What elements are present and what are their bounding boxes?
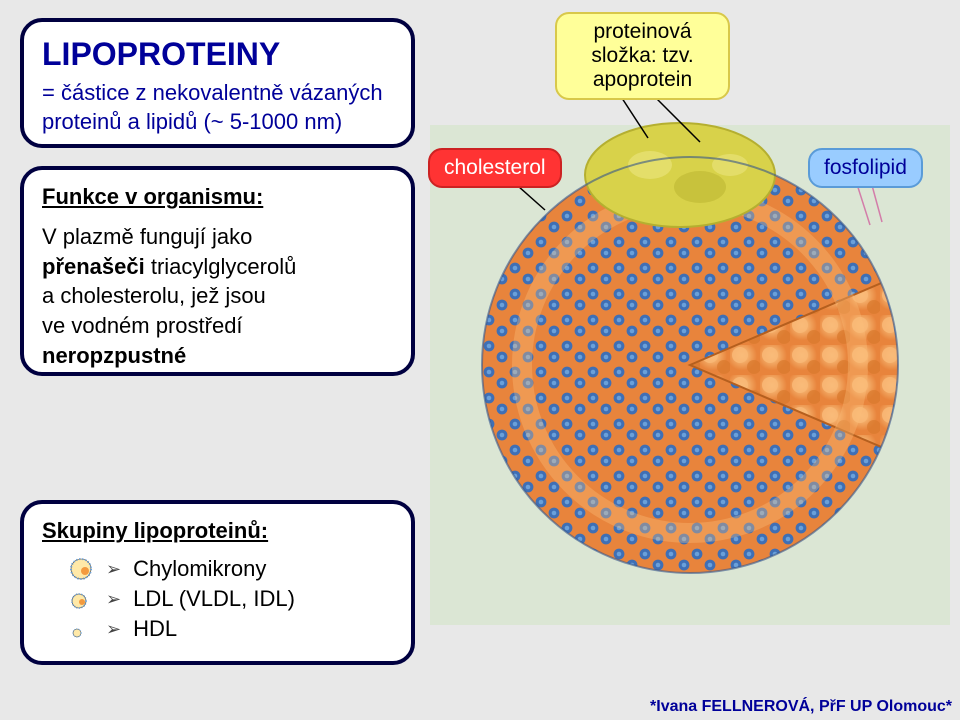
arrow-icon: ➢ (106, 619, 121, 640)
page-title: LIPOPROTEINY (42, 36, 393, 73)
apoprotein-line3: apoprotein (593, 68, 692, 91)
title-box: LIPOPROTEINY = částice z nekovalentně vá… (20, 18, 415, 148)
function-heading: Funkce v organismu: (42, 184, 393, 210)
function-bold1: přenašeči (42, 254, 145, 279)
function-body: V plazmě fungují jako přenašeči triacylg… (42, 222, 393, 370)
list-item-label: Chylomikrony (133, 556, 266, 582)
function-line1: V plazmě fungují jako (42, 224, 252, 249)
definition-text: = částice z nekovalentně vázaných protei… (42, 79, 393, 136)
hdl-icon (70, 618, 96, 640)
arrow-icon: ➢ (106, 589, 121, 610)
function-line2-rest: triacylglycerolů (145, 254, 297, 279)
list-item-label: HDL (133, 616, 177, 642)
function-box: Funkce v organismu: V plazmě fungují jak… (20, 166, 415, 376)
cholesterol-text: cholesterol (444, 156, 546, 179)
phospholipid-label: fosfolipid (808, 148, 923, 188)
list-item-label: LDL (VLDL, IDL) (133, 586, 295, 612)
function-line3: a cholesterolu, jež jsou (42, 283, 266, 308)
chylomicron-icon (70, 558, 96, 580)
apoprotein-line2: složka: tzv. (591, 44, 693, 67)
groups-heading: Skupiny lipoproteinů: (42, 518, 393, 544)
function-bold2: neropzpustné (42, 343, 186, 368)
list-item: ➢ Chylomikrony (70, 556, 393, 582)
arrow-icon: ➢ (106, 559, 121, 580)
list-item: ➢ HDL (70, 616, 393, 642)
cholesterol-label: cholesterol (428, 148, 562, 188)
phospholipid-text: fosfolipid (824, 156, 907, 179)
credit-text: *Ivana FELLNEROVÁ, PřF UP Olomouc* (650, 698, 952, 716)
ldl-icon (70, 588, 96, 610)
function-line4: ve vodném prostředí (42, 313, 243, 338)
apoprotein-label: proteinová složka: tzv. apoprotein (555, 12, 730, 100)
list-item: ➢ LDL (VLDL, IDL) (70, 586, 393, 612)
groups-box: Skupiny lipoproteinů: ➢ Chylomikrony ➢ L… (20, 500, 415, 665)
apoprotein-line1: proteinová (593, 20, 691, 43)
